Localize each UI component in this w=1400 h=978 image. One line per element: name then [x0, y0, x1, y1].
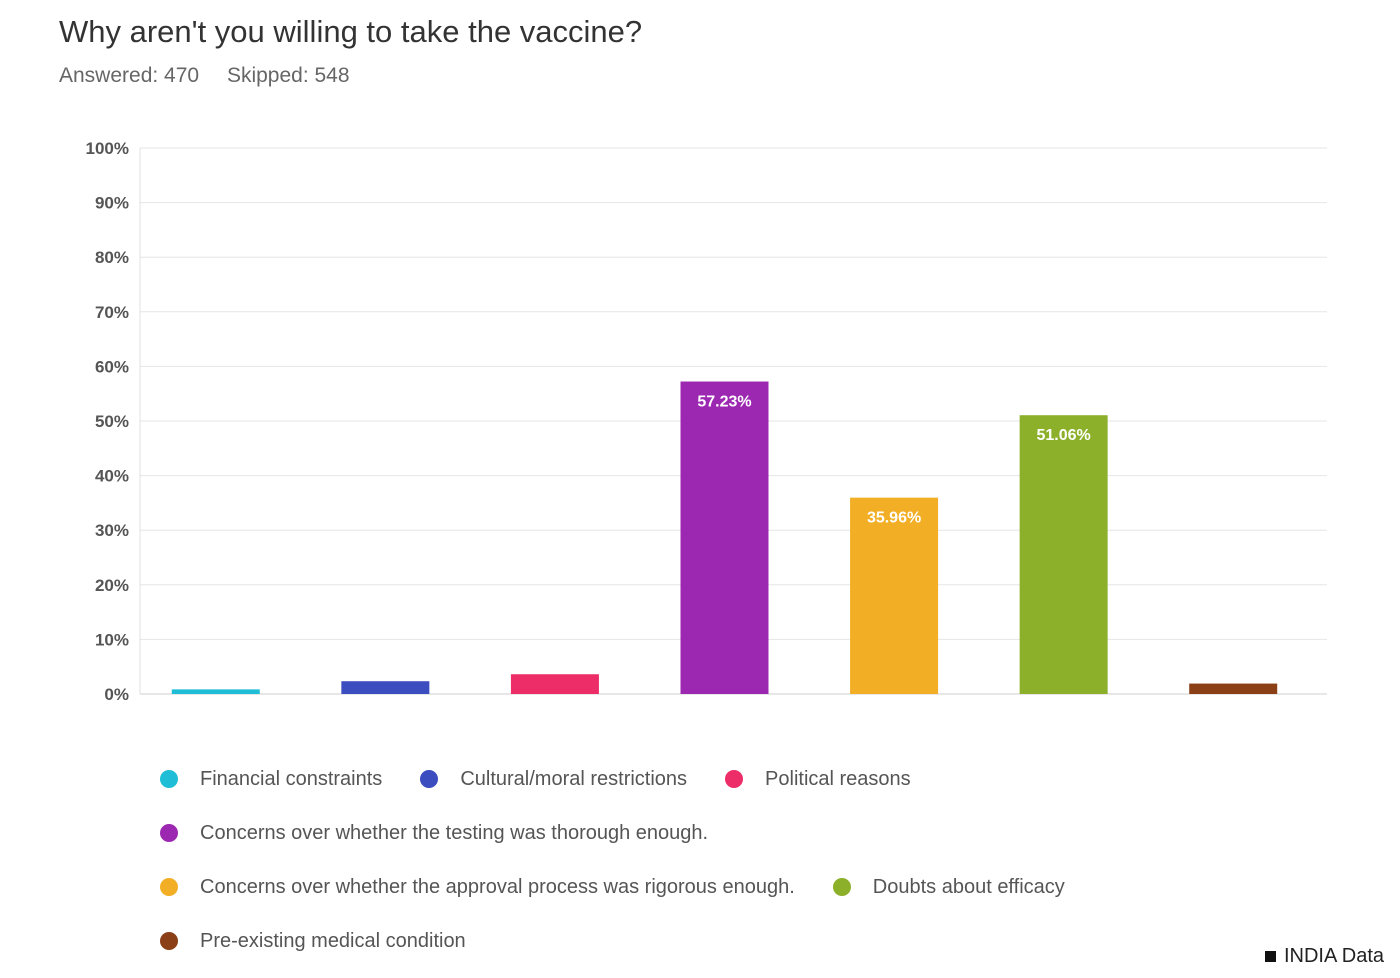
- legend-swatch: [420, 770, 439, 788]
- y-tick-label: 100%: [86, 139, 129, 158]
- y-tick-label: 90%: [95, 194, 129, 213]
- chart-legend: Financial constraints Cultural/moral rest…: [160, 752, 1260, 968]
- y-tick-label: 20%: [95, 576, 129, 595]
- bar: [171, 689, 260, 694]
- bar-data-label: 57.23%: [697, 394, 751, 411]
- legend-label: Political reasons: [765, 767, 911, 790]
- answered-count: Answered: 470: [59, 64, 200, 87]
- legend-swatch: [832, 878, 851, 896]
- legend-item: Concerns over whether the testing was th…: [160, 822, 708, 845]
- y-tick-label: 10%: [95, 630, 129, 649]
- y-tick-label: 50%: [95, 412, 129, 431]
- y-tick-label: 60%: [95, 357, 129, 376]
- y-tick-label: 40%: [95, 467, 129, 486]
- bar: [1189, 683, 1278, 694]
- legend-item: Pre-existing medical condition: [160, 930, 466, 953]
- y-tick-label: 30%: [95, 521, 129, 540]
- legend-row: Pre-existing medical condition: [160, 914, 1260, 968]
- legend-label: Concerns over whether the testing was th…: [200, 821, 709, 844]
- response-stats: Answered: 470 Skipped: 548: [59, 64, 372, 88]
- legend-swatch: [725, 770, 744, 788]
- legend-label: Financial constraints: [200, 767, 383, 790]
- legend-row: Financial constraints Cultural/moral rest…: [160, 752, 1260, 806]
- legend-item: Cultural/moral restrictions: [420, 768, 687, 791]
- bar: [341, 681, 430, 694]
- y-tick-label: 80%: [95, 248, 129, 267]
- bar: [1019, 415, 1108, 694]
- legend-label: Concerns over whether the approval proce…: [200, 875, 795, 898]
- legend-item: Financial constraints: [160, 768, 382, 791]
- bar-data-label: 51.06%: [1037, 427, 1091, 444]
- bar-data-label: 35.96%: [867, 510, 921, 527]
- bar-chart: 0% 10% 20% 30% 40% 50% 60% 70% 80% 90% 100% 57.23% 3…: [86, 139, 1327, 704]
- legend-row: Concerns over whether the approval proce…: [160, 860, 1260, 914]
- source-label: INDIA Data: [1283, 945, 1384, 967]
- legend-swatch: [160, 932, 178, 950]
- legend-item: Doubts about efficacy: [832, 875, 1065, 899]
- legend-label: Cultural/moral restrictions: [460, 767, 688, 790]
- legend-item: Concerns over whether the approval proce…: [160, 876, 795, 899]
- legend-swatch: [160, 770, 178, 788]
- legend-label: Pre-existing medical condition: [200, 929, 466, 952]
- legend-swatch: [160, 878, 178, 896]
- chart-title: Why aren't you willing to take the vacci…: [59, 14, 643, 49]
- square-icon: [1264, 951, 1276, 962]
- y-tick-label: 0%: [104, 685, 129, 704]
- legend-label: Doubts about efficacy: [872, 875, 1065, 898]
- bar: [510, 674, 599, 694]
- bar: [680, 381, 769, 694]
- legend-item: Political reasons: [725, 768, 911, 791]
- source-credit: INDIA Data: [1264, 945, 1384, 968]
- y-tick-label: 70%: [95, 303, 129, 322]
- bar: [850, 497, 939, 694]
- legend-row: Concerns over whether the testing was th…: [160, 806, 1260, 860]
- legend-swatch: [160, 824, 178, 842]
- skipped-count: Skipped: 548: [226, 64, 350, 87]
